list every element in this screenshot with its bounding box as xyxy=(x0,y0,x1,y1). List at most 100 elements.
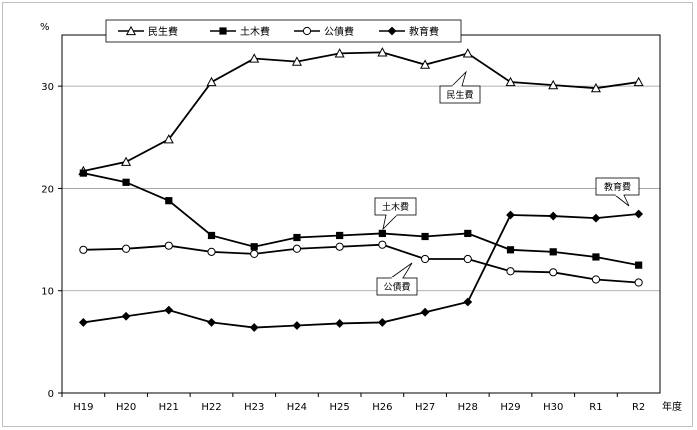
x-tick-label: H28 xyxy=(458,402,478,413)
data-point xyxy=(336,231,344,240)
x-tick-label: H30 xyxy=(543,402,563,413)
data-point xyxy=(78,318,88,327)
data-point xyxy=(420,59,431,69)
y-tick-label: 0 xyxy=(48,389,54,400)
data-point xyxy=(420,307,430,317)
axes: 0 10 20 30 H19 H20 H21 H22 H23 H24 H25 H26 H27 H28 H29… xyxy=(41,34,661,413)
data-point xyxy=(250,243,258,251)
callout-label: 土木費 xyxy=(382,201,409,213)
data-point xyxy=(421,232,429,241)
data-point xyxy=(121,244,131,253)
x-tick-label: H23 xyxy=(244,402,264,413)
y-tick-label: 30 xyxy=(41,82,54,93)
callout-pointer xyxy=(389,262,413,279)
y-tick-label: 20 xyxy=(41,184,54,195)
x-tick-label: H25 xyxy=(330,402,350,413)
callout-label: 民生費 xyxy=(446,89,473,101)
series-line xyxy=(83,213,639,329)
callout-0: 民生費 xyxy=(439,70,481,104)
data-point xyxy=(250,249,259,258)
data-point xyxy=(634,278,643,287)
data-point xyxy=(121,311,131,321)
legend-label: 教育費 xyxy=(409,25,439,38)
data-point xyxy=(549,248,557,256)
chart-frame xyxy=(2,2,693,427)
x-tick-label: R2 xyxy=(632,402,645,413)
data-point xyxy=(463,297,473,307)
series-0 xyxy=(78,47,644,176)
data-point xyxy=(420,254,430,264)
data-point xyxy=(592,253,600,261)
legend-marker xyxy=(219,27,227,35)
callout-label: 教育費 xyxy=(604,181,631,193)
x-tick-label: H26 xyxy=(372,402,392,413)
callout-pointer xyxy=(382,214,398,231)
callout-3: 教育費 xyxy=(595,177,640,207)
data-point xyxy=(635,261,643,269)
data-point xyxy=(249,323,259,332)
data-point xyxy=(462,48,473,58)
data-point xyxy=(377,47,388,57)
data-point xyxy=(549,268,558,277)
series-2 xyxy=(79,240,643,287)
data-point xyxy=(463,254,472,264)
y-tick-label: 10 xyxy=(41,287,54,298)
data-point xyxy=(591,213,601,223)
data-point xyxy=(590,82,601,93)
x-tick-label: H20 xyxy=(116,402,136,413)
callout-pointer xyxy=(451,70,467,87)
x-tick-label: H27 xyxy=(415,402,435,413)
data-point xyxy=(292,244,302,253)
legend-item-2: 公債費 xyxy=(294,25,354,38)
data-point xyxy=(633,76,644,87)
y-axis-label: % xyxy=(40,22,50,33)
data-point xyxy=(377,318,387,327)
data-point xyxy=(506,210,515,220)
callout-pointer xyxy=(613,194,630,207)
data-point xyxy=(591,275,601,284)
legend-marker xyxy=(125,25,137,36)
legend-marker xyxy=(302,26,312,36)
x-tick-label: H21 xyxy=(159,402,179,413)
data-point xyxy=(506,246,515,254)
callout-2: 公債費 xyxy=(376,262,418,296)
series-line xyxy=(83,172,639,267)
data-point xyxy=(164,241,173,250)
data-point xyxy=(207,231,216,240)
data-point xyxy=(378,229,386,238)
data-point xyxy=(164,305,174,315)
grid-lines xyxy=(62,85,660,292)
data-point xyxy=(506,267,515,276)
data-point xyxy=(548,211,558,221)
legend-label: 土木費 xyxy=(240,25,270,38)
legend-label: 民生費 xyxy=(148,25,178,38)
legend-item-1: 土木費 xyxy=(210,25,270,38)
data-point xyxy=(291,56,302,66)
data-point xyxy=(206,76,217,87)
data-point xyxy=(79,245,88,254)
legend-box xyxy=(105,19,462,43)
data-point xyxy=(79,169,87,177)
plot-area xyxy=(61,34,661,394)
series-1 xyxy=(79,169,643,269)
series-group xyxy=(78,47,644,332)
data-point xyxy=(634,209,644,219)
callout-1: 土木費 xyxy=(374,197,417,231)
callout-label: 公債費 xyxy=(383,281,410,293)
data-point xyxy=(293,233,301,242)
x-tick-label: H29 xyxy=(500,402,520,413)
legend-marker xyxy=(387,26,397,36)
data-point xyxy=(121,156,132,166)
series-line xyxy=(83,243,639,284)
data-point xyxy=(548,79,559,90)
data-point xyxy=(249,53,260,63)
data-point xyxy=(207,247,216,256)
data-point xyxy=(335,319,345,328)
data-point xyxy=(335,242,344,251)
legend-item-0: 民生費 xyxy=(118,25,178,38)
data-point xyxy=(378,240,387,249)
legend-label: 公債費 xyxy=(324,25,354,38)
data-point xyxy=(292,321,302,330)
